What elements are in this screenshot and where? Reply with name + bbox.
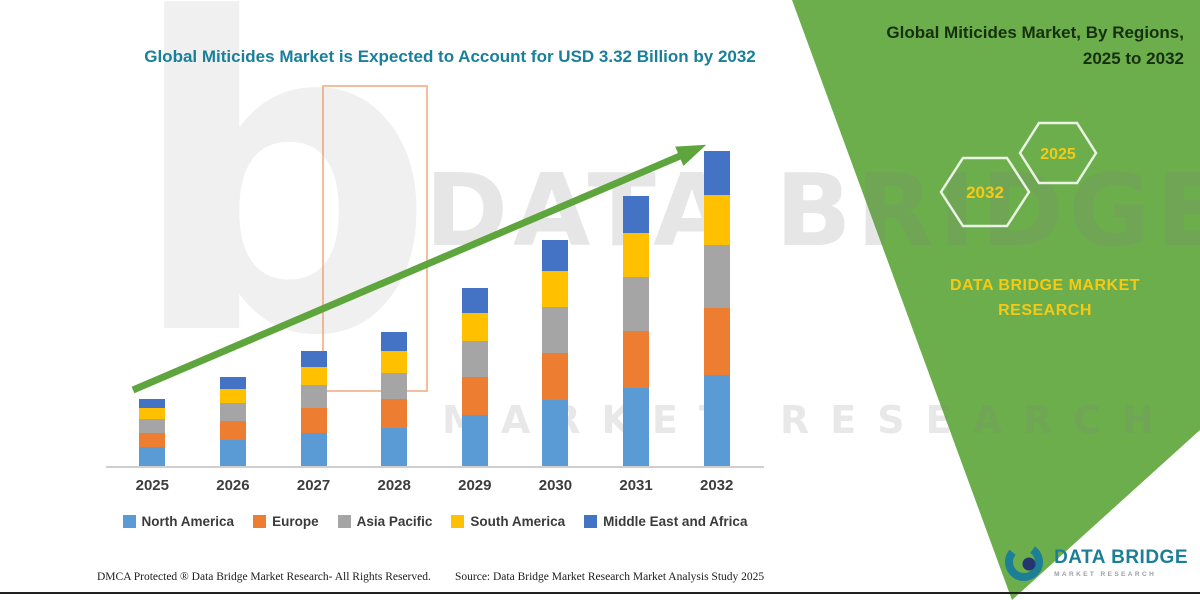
- bar-segment: [703, 245, 730, 309]
- bar-segment: [139, 447, 166, 467]
- corner-logo: DATA BRIDGE MARKET RESEARCH: [1002, 540, 1188, 584]
- panel-heading-line1: Global Miticides Market, By Regions,: [886, 23, 1184, 42]
- legend-swatch: [253, 515, 267, 528]
- legend-item: South America: [451, 514, 565, 529]
- x-axis-label: 2030: [538, 477, 573, 494]
- bar-segment: [139, 398, 166, 409]
- bar-segment: [300, 408, 327, 433]
- bar-segment: [623, 330, 650, 388]
- bottom-rule: [0, 592, 1200, 594]
- stacked-bar-2030: [542, 239, 569, 467]
- hexagon-2032-label: 2032: [966, 183, 1004, 202]
- chart-legend: North America Europe Asia Pacific South Ame…: [95, 514, 775, 529]
- bar-segment: [219, 440, 246, 467]
- trend-arrow: [131, 144, 707, 394]
- legend-swatch: [584, 515, 598, 528]
- panel-brand-text: DATA BRIDGE MARKET RESEARCH: [928, 274, 1162, 324]
- bar-segment: [542, 239, 569, 271]
- stacked-bar-2031: [623, 195, 650, 467]
- x-axis-label: 2026: [216, 477, 250, 494]
- plot-area: [112, 127, 757, 467]
- panel-heading-line2: 2025 to 2032: [1082, 48, 1184, 68]
- bar-segment: [381, 372, 408, 400]
- x-axis-label: 2032: [700, 477, 734, 494]
- legend-label: Asia Pacific: [356, 514, 433, 529]
- x-axis-label: 2025: [135, 477, 169, 494]
- stacked-bar-2025: [139, 398, 166, 467]
- legend-item: Europe: [253, 514, 319, 529]
- legend-label: Europe: [272, 514, 319, 529]
- bar-segment: [381, 331, 408, 351]
- hexagon-2032-outline: [939, 156, 1031, 228]
- footer-source-text: Source: Data Bridge Market Research Mark…: [455, 571, 765, 583]
- bar-segment: [219, 376, 246, 389]
- logo-name: DATA BRIDGE: [1054, 546, 1188, 568]
- stacked-bar-2026: [219, 376, 246, 467]
- bar-segment: [381, 399, 408, 428]
- bar-segment: [542, 307, 569, 353]
- bar-segment: [623, 232, 650, 277]
- bar-segment: [703, 308, 730, 375]
- panel-brand-line1: DATA BRIDGE MARKET: [949, 277, 1141, 294]
- bar-segment: [461, 341, 488, 377]
- chart-title: Global Miticides Market is Expected to A…: [144, 47, 756, 66]
- bar-segment: [381, 350, 408, 373]
- legend-label: North America: [141, 514, 235, 529]
- hexagon-2025-outline: [1018, 121, 1098, 185]
- legend-swatch: [451, 515, 465, 528]
- bar-segment: [381, 428, 408, 467]
- bar-segment: [300, 385, 327, 409]
- x-axis-line: [106, 466, 764, 468]
- bar-segment: [703, 151, 730, 195]
- x-axis-label: 2027: [296, 477, 331, 494]
- footer-dmca-text: DMCA Protected ® Data Bridge Market Rese…: [97, 571, 431, 583]
- bar-segment: [623, 276, 650, 331]
- bar-segment: [139, 419, 166, 433]
- legend-swatch: [337, 515, 351, 528]
- bar-segment: [461, 376, 488, 415]
- bar-segment: [219, 421, 246, 441]
- bar-segment: [139, 408, 166, 420]
- stacked-bar-2027: [300, 350, 327, 467]
- bar-segment: [461, 414, 488, 467]
- legend-item: Asia Pacific: [337, 514, 433, 529]
- panel-heading: Global Miticides Market, By Regions, 202…: [824, 20, 1184, 71]
- bar-segment: [300, 432, 327, 467]
- stacked-bar-2028: [381, 331, 408, 467]
- bar-segment: [300, 350, 327, 368]
- legend-swatch: [122, 515, 136, 528]
- databridge-logo-textblock: DATA BRIDGE MARKET RESEARCH: [1054, 547, 1188, 578]
- stacked-bar-2029: [461, 288, 488, 467]
- panel-brand-line2: RESEARCH: [998, 301, 1092, 319]
- bar-segment: [219, 388, 246, 404]
- databridge-logo-icon: [1005, 543, 1044, 581]
- x-axis-label: 2029: [458, 477, 492, 494]
- bar-segment: [542, 400, 569, 467]
- bar-segment: [461, 312, 488, 342]
- legend-item: North America: [122, 514, 235, 529]
- bar-segment: [623, 195, 650, 233]
- legend-label: South America: [470, 514, 566, 529]
- bar-segment: [703, 194, 730, 246]
- logo-tagline: MARKET RESEARCH: [1054, 570, 1157, 578]
- x-axis-label: 2031: [619, 477, 653, 494]
- legend-label: Middle East and Africa: [603, 514, 748, 529]
- x-axis-labels: 2025 2026 2027 2028 2029 2030 2031 2032: [112, 477, 757, 494]
- bar-segment: [623, 388, 650, 467]
- x-axis-label: 2028: [377, 477, 411, 494]
- legend-item: Middle East and Africa: [584, 514, 747, 529]
- bar-segment: [703, 374, 730, 467]
- bar-segment: [542, 352, 569, 401]
- bar-segment: [300, 367, 327, 386]
- bar-segment: [219, 403, 246, 422]
- bar-segment: [139, 432, 166, 447]
- stacked-bar-2032: [703, 151, 730, 467]
- hexagon-badges: 2032 2025: [939, 121, 1098, 228]
- bar-segment: [461, 288, 488, 313]
- bar-segment: [542, 270, 569, 308]
- hexagon-2025-label: 2025: [1040, 146, 1076, 163]
